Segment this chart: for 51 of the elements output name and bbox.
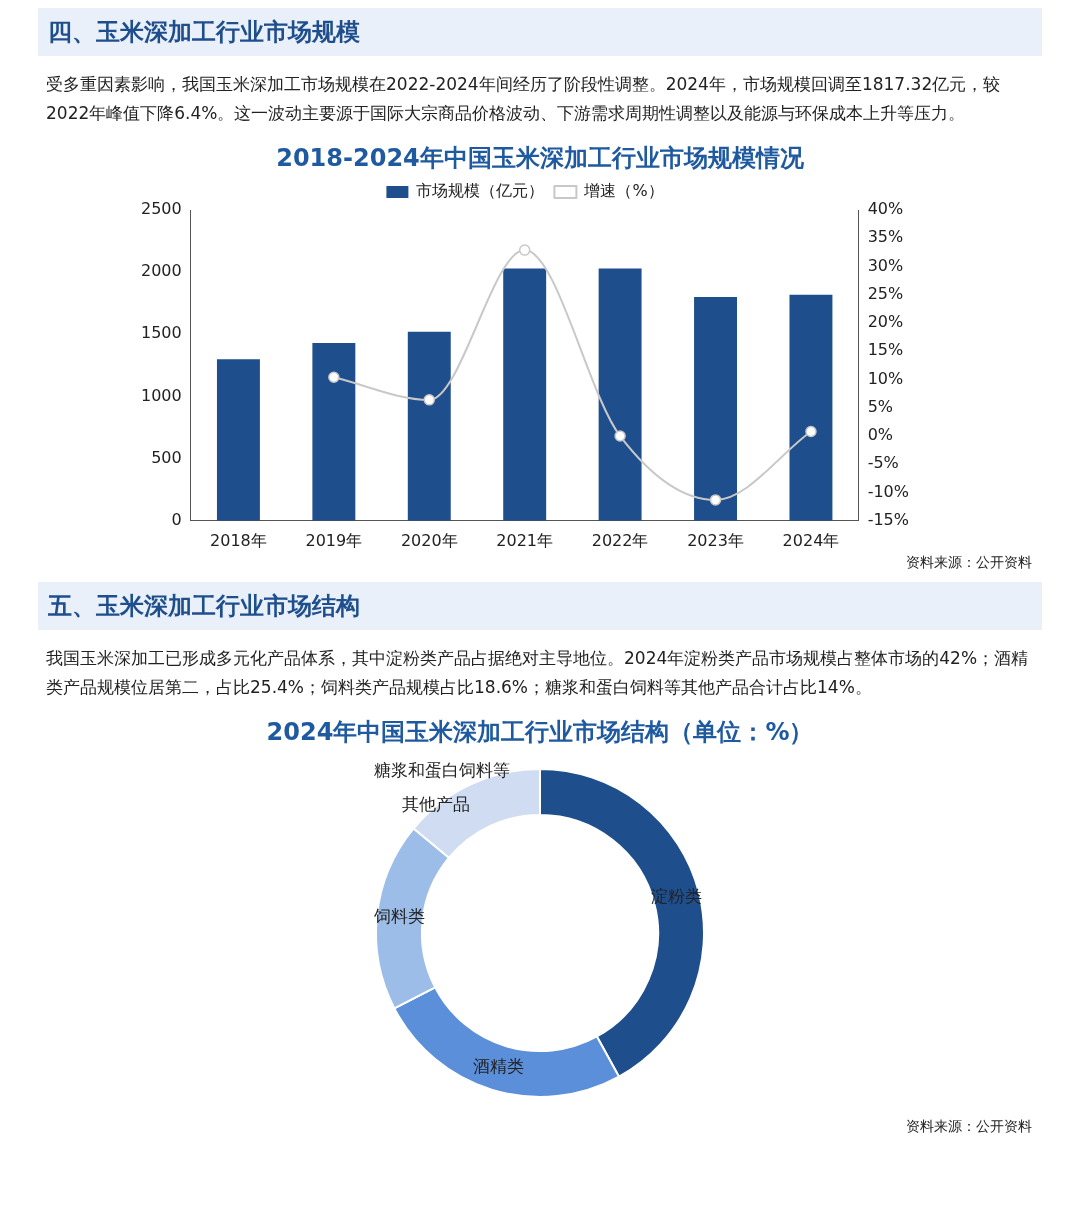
y-tick-label: 500 — [151, 447, 182, 467]
y-tick-label: 2000 — [141, 261, 182, 281]
y2-tick-label: 10% — [867, 368, 904, 388]
text: 资料来源：公开资料 — [905, 1118, 1032, 1136]
point — [518, 244, 531, 256]
text: 我国玉米深加工已形成多元化产品体系，其中淀粉类产品占据绝对主导地位。2024年淀粉类产品市场规模占整体市场的42%；酒精类产品规模位居第二，占比25.4%；饲料类产品规模占比18.6%；糖浆和蛋白饲料等其他产品合计占比14%。 — [46, 647, 1030, 699]
bar — [312, 343, 356, 521]
point — [423, 394, 436, 406]
y2-tick-label: 40% — [867, 199, 904, 219]
y-tick-label: 1500 — [141, 323, 182, 343]
x-tick-label: 2024年 — [782, 530, 840, 550]
slice-label: 饲料类 — [373, 906, 426, 927]
y2-tick-label: -10% — [867, 481, 910, 501]
y2-tick-label: -15% — [867, 509, 910, 529]
text: 五、玉米深加工行业市场结构 — [38, 582, 1042, 630]
x-tick-label: 2019年 — [305, 530, 363, 550]
y-tick-label: 1000 — [141, 385, 182, 405]
y2-tick-label: 15% — [867, 340, 904, 360]
point — [614, 430, 626, 442]
y2-tick-label: 25% — [867, 283, 904, 303]
x-tick-label: 2020年 — [400, 530, 458, 550]
y2-tick-label: 20% — [867, 312, 904, 332]
x-tick-label: 2022年 — [591, 530, 649, 550]
y2-tick-label: 5% — [867, 396, 894, 416]
slice-label: 酒精类 — [473, 1056, 525, 1077]
text: 资料来源：公开资料 — [905, 554, 1032, 572]
x-tick-label: 2018年 — [210, 530, 267, 550]
bar — [407, 331, 451, 521]
legend-label: 增速（%） — [583, 181, 664, 201]
slice-label: 糖浆和蛋白饲料等其他产品 — [374, 759, 511, 814]
text: 受多重因素影响，我国玉米深加工市场规模在2022-2024年间经历了阶段性调整。2024年，市场规模回调至1817.32亿元，较2022年峰值下降6.4%。这一波动主要源于国际大宗商品价格波动、下游需求周期性调整以及能源与环保成本上升等压力。 — [46, 73, 1002, 125]
chart-title: 2018-2024年中国玉米深加工行业市场规模情况 — [275, 143, 805, 174]
y-tick-label: 2500 — [141, 199, 182, 219]
chart-title: 2024年中国玉米深加工行业市场结构（单位：%） — [265, 717, 815, 748]
bar — [598, 268, 642, 521]
bar — [216, 359, 260, 521]
bar — [789, 294, 833, 521]
y2-tick-label: 0% — [867, 425, 894, 445]
point — [709, 494, 722, 506]
y-tick-label: 0 — [171, 509, 182, 529]
y2-tick-label: 35% — [867, 227, 904, 247]
point — [328, 371, 340, 384]
y2-tick-label: -5% — [867, 453, 899, 473]
bar — [503, 268, 547, 521]
bar — [694, 297, 737, 521]
x-tick-label: 2023年 — [687, 530, 744, 550]
x-tick-label: 2021年 — [496, 530, 554, 550]
text: 四、玉米深加工行业市场规模 — [38, 8, 1042, 56]
y2-tick-label: 30% — [867, 255, 904, 275]
point — [805, 425, 817, 438]
legend-label: 市场规模（亿元） — [416, 181, 545, 201]
